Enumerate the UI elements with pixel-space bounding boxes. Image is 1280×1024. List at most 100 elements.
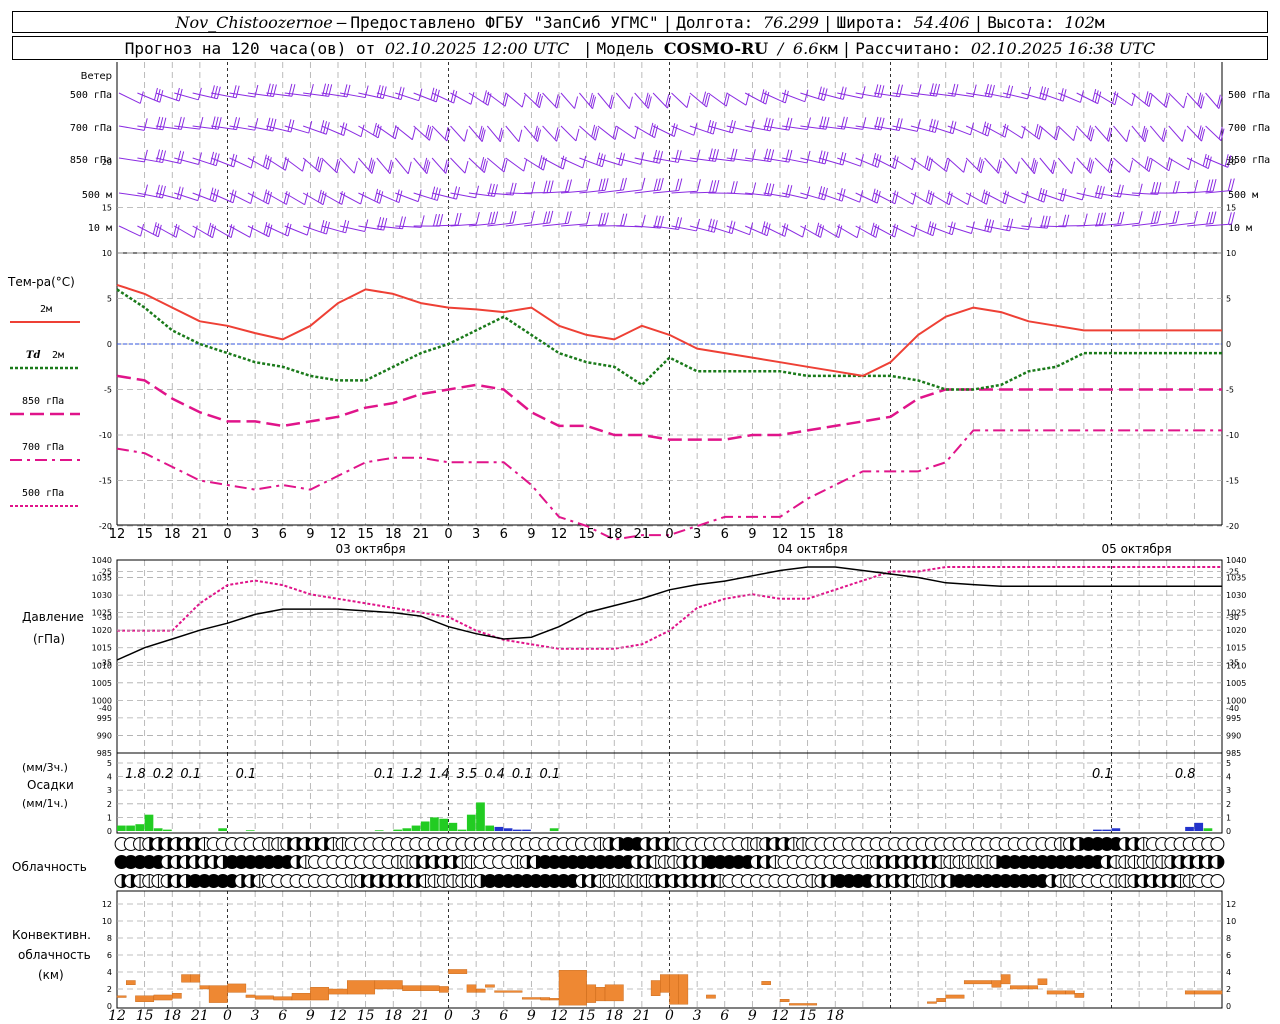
precip-3h-label: 1.2 [401,767,422,782]
wind-barb-flag [874,189,879,203]
wind-barb-flag [895,117,900,131]
hour-tick-bottom: 18 [605,1008,623,1024]
wind-barb-flag [818,186,823,199]
wind-barb-shaft [450,157,466,174]
wind-barb-flag [1199,127,1204,140]
altitude-unit: м [1094,12,1105,32]
wind-barb-flag [943,157,948,171]
conv-title2: облачность [18,948,91,962]
wind-barb-flag [1107,159,1112,172]
temp-tick: -15 [99,477,112,486]
wind-barb-shaft [615,92,630,110]
wind-barb-shaft [560,125,577,142]
wind-barb-flag [591,124,596,137]
wind-barb-flag [646,94,651,107]
wind-level-label: 10 м [88,223,112,234]
conv-tick-right: 2 [1226,985,1231,994]
wind-barb-flag [1073,128,1078,141]
temp-tick-right: -25 [1226,568,1239,577]
wind-barb-shaft [229,125,255,131]
precip-bar [1111,828,1121,831]
wind-barb-flag [730,181,735,194]
wind-barb-flag [807,117,811,130]
wind-barb-flag [1209,211,1214,224]
wind-barb-flag [197,87,202,100]
wind-barb-flag [400,87,405,100]
altitude-value: 102 [1064,12,1095,32]
wind-barb-shaft [210,92,237,99]
wind-barb-flag [487,211,492,225]
wind-barb-shaft [818,125,845,130]
precip-tick-right: 5 [1226,759,1231,768]
wind-barb-flag [284,222,289,235]
wind-barb-flag [504,94,509,107]
wind-barb-flag [696,218,701,232]
wind-barb-flag [1119,185,1124,198]
wind-barb-flag [503,159,508,173]
conv-bar [1074,993,1085,998]
precip-bar [374,830,384,831]
conv-tick: 0 [107,1002,112,1011]
wind-barb-flag [1088,159,1093,172]
wind-barb-flag [254,84,259,98]
temp-tick-right: 15 [1226,204,1236,213]
wind-barb-shaft [1057,157,1073,174]
wind-barb-flag [436,213,441,227]
hour-tick-bottom: 3 [472,1008,481,1024]
wind-barb-shaft [929,157,947,173]
wind-barb-flag [490,183,495,197]
wind-barb-flag [430,87,435,100]
hour-tick: 0 [444,527,452,542]
wind-barb-shaft [395,225,422,228]
wind-barb-shaft [1168,92,1184,109]
wind-level-label: 850 гПа [70,155,112,166]
series-pressure [116,566,1222,661]
wind-barb-flag [951,222,956,235]
wind-barb-flag [493,184,498,197]
wind-barb-flag [1116,184,1121,197]
conv-bar [669,974,679,1005]
wind-barb-shaft [1205,223,1232,227]
wind-barb-shaft [689,125,714,135]
conv-bar [650,980,661,997]
conv-tick: 6 [107,951,112,960]
wind-barb-shaft [781,192,807,200]
wind-barb-flag [454,213,459,226]
wind-barb-flag [394,126,399,139]
wind-barb-shaft [892,125,918,132]
wind-barb-flag [604,178,609,191]
wind-barb-flag [376,85,381,98]
wind-barb-flag [673,124,678,137]
forecast-label: Прогноз на 120 часа(ов) от [124,38,376,58]
wind-barb-flag [1094,185,1099,198]
hour-tick-bottom: 12 [329,1008,347,1024]
wind-barb-flag [634,126,639,139]
wind-barb-shaft [597,92,612,110]
wind-barb-shaft [929,225,953,236]
wind-barb-flag [1146,157,1151,171]
legend-entry-t2m: 2м [10,304,80,323]
wind-barb-shaft [376,92,402,100]
wind-barb-shaft [1131,192,1158,195]
wind-barb-flag [1224,154,1229,167]
wind-barb-flag [564,211,569,224]
wind-barb-shaft [689,157,716,162]
wind-barb-shaft [137,125,163,131]
wind-barb-shaft [1002,125,1023,139]
wind-barb-flag [1043,190,1048,203]
wind-barb-shaft [708,157,734,162]
wind-barb-flag [653,149,658,163]
wind-barb-flag [153,87,158,101]
wind-barb-flag [763,117,768,130]
cloud-title: Облачность [12,860,87,874]
wind-barb-flag [1009,218,1014,231]
wind-barb-flag [929,222,934,235]
wind-barb-shaft [873,125,900,132]
wind-barb-flag [287,119,292,132]
wind-barb-flag [1193,210,1198,224]
wind-barb-flag [1157,182,1162,195]
temp-tick-right: -10 [1226,431,1239,440]
wind-barb-shaft [505,92,523,108]
wind-barb-flag [162,117,167,130]
pressure-tick: 1035 [92,574,112,583]
